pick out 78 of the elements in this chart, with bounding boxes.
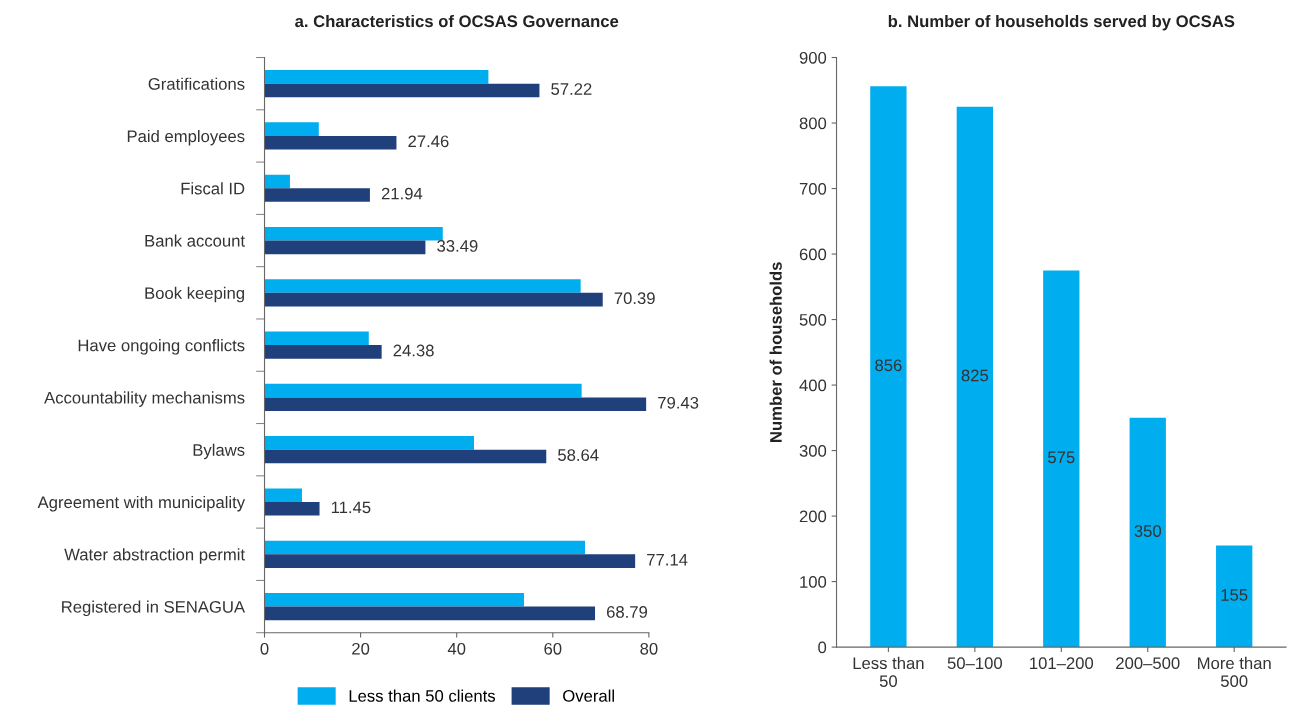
bar bbox=[264, 383, 582, 398]
bar bbox=[264, 226, 443, 241]
data-label: 155 bbox=[1221, 589, 1248, 601]
bar bbox=[264, 554, 636, 568]
bar bbox=[264, 449, 547, 464]
bar bbox=[264, 501, 320, 516]
x-tick-label: 0 bbox=[260, 642, 269, 655]
y-tick-label: 200 bbox=[799, 510, 827, 523]
y-tick-label: 500 bbox=[799, 313, 827, 326]
y-tick-label: Book keeping bbox=[145, 286, 244, 303]
bar bbox=[264, 83, 540, 98]
y-tick-label: Agreement with municipality bbox=[37, 495, 246, 512]
y-tick-label: 300 bbox=[799, 444, 827, 457]
data-label: 79.43 bbox=[658, 396, 699, 409]
data-label: 21.94 bbox=[381, 187, 423, 200]
bar bbox=[264, 188, 370, 202]
data-label: 575 bbox=[1048, 451, 1075, 464]
bar bbox=[264, 397, 647, 412]
y-tick-label: 100 bbox=[800, 575, 827, 588]
data-label: 350 bbox=[1134, 525, 1161, 537]
y-axis-title: Number of households bbox=[769, 262, 782, 442]
legend-label: Overall bbox=[563, 689, 614, 702]
x-tick-label: 60 bbox=[544, 642, 562, 655]
data-label: 24.38 bbox=[393, 344, 434, 357]
bar bbox=[264, 240, 426, 255]
x-tick-label: 20 bbox=[352, 642, 370, 655]
y-tick-label: Bank account bbox=[145, 234, 245, 247]
bar bbox=[264, 606, 596, 621]
data-label: 77.14 bbox=[647, 553, 688, 566]
data-label: 68.79 bbox=[606, 606, 648, 618]
bar bbox=[956, 106, 993, 648]
y-tick-label: Have ongoing conflicts bbox=[78, 339, 245, 355]
bar bbox=[1043, 270, 1080, 648]
y-tick-label: Water abstraction permit bbox=[64, 548, 245, 564]
x-tick-label: 50–100 bbox=[947, 657, 1002, 670]
bar bbox=[264, 436, 474, 450]
y-tick-label: Gratifications bbox=[148, 77, 245, 90]
chart-title: a. Characteristics of OCSAS Governance bbox=[295, 14, 619, 28]
y-tick-label: 600 bbox=[799, 248, 827, 261]
y-tick-label: Registered in SENAGUA bbox=[62, 600, 246, 617]
bar bbox=[264, 70, 489, 84]
data-label: 11.45 bbox=[331, 501, 371, 514]
y-tick-label: 900 bbox=[799, 51, 827, 64]
bar bbox=[264, 279, 581, 293]
bar bbox=[264, 122, 319, 136]
bar bbox=[1216, 545, 1253, 648]
bar bbox=[264, 488, 302, 502]
y-tick-label: Accountability mechanisms bbox=[44, 391, 245, 407]
data-label: 57.22 bbox=[551, 83, 592, 95]
x-tick-label: More than 500 bbox=[1198, 656, 1271, 688]
bar bbox=[264, 592, 524, 607]
data-label: 58.64 bbox=[558, 449, 599, 461]
x-tick-label: Less than 50 bbox=[853, 656, 924, 688]
y-tick-label: 700 bbox=[799, 182, 827, 195]
bar bbox=[264, 331, 369, 346]
bar bbox=[264, 540, 585, 555]
y-tick-label: 400 bbox=[799, 379, 827, 392]
bar bbox=[264, 174, 290, 189]
x-tick-label: 200–500 bbox=[1116, 657, 1180, 670]
data-label: 825 bbox=[961, 369, 989, 382]
y-tick-label: Bylaws bbox=[193, 443, 245, 460]
data-label: 33.49 bbox=[437, 240, 478, 252]
y-tick-label: Paid employees bbox=[127, 129, 245, 146]
x-tick-label: 40 bbox=[447, 642, 466, 655]
bar bbox=[264, 345, 382, 359]
y-tick-label: Fiscal ID bbox=[181, 182, 245, 195]
bar bbox=[264, 135, 397, 150]
data-label: 856 bbox=[875, 359, 902, 372]
bar bbox=[870, 86, 907, 648]
bar bbox=[1129, 417, 1166, 648]
x-tick-label: 80 bbox=[640, 642, 658, 655]
y-tick-label: 800 bbox=[799, 117, 827, 130]
data-label: 70.39 bbox=[614, 292, 655, 305]
bar bbox=[264, 292, 603, 307]
x-tick-label: 101–200 bbox=[1030, 657, 1094, 670]
data-label: 27.46 bbox=[408, 135, 449, 148]
legend-label: Less than 50 clients bbox=[349, 689, 496, 702]
chart-title: b. Number of households served by OCSAS bbox=[888, 14, 1235, 31]
